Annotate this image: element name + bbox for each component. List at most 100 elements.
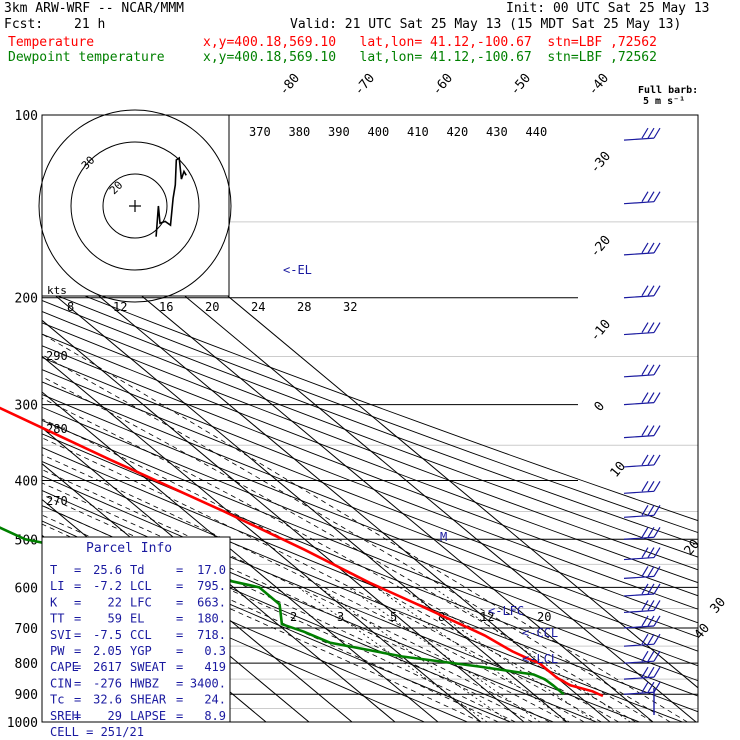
- wind-barb-flag: [641, 547, 649, 558]
- parcel-eq: =: [74, 563, 81, 577]
- parcel-eq: =: [176, 595, 183, 609]
- dry-adiabat-310: [42, 461, 683, 722]
- pressure-label: 100: [15, 109, 38, 124]
- isotherm-label: -10: [588, 317, 615, 345]
- init-time: Init: 00 UTC Sat 25 May 13: [506, 1, 710, 16]
- wind-barb-flag: [641, 633, 649, 645]
- isotherm-label: -50: [508, 71, 535, 99]
- isotherm--20: [42, 391, 439, 722]
- dry-adiabat-410: [42, 333, 698, 584]
- wind-barb-flag: [653, 650, 661, 662]
- isotherm--30: [42, 427, 396, 722]
- hodograph-ring-20: [70, 141, 200, 271]
- dewpoint-legend-info: x,y=400.18,569.10 lat,lon= 41.12,-100.67…: [203, 50, 657, 65]
- parcel-value: 419: [204, 660, 226, 674]
- parcel-value: 2617: [93, 660, 122, 674]
- wind-barb-staff: [623, 536, 655, 540]
- theta-label-lower: 270: [46, 494, 68, 508]
- parcel-value: 25.6: [93, 563, 122, 577]
- parcel-value: 180.: [197, 612, 226, 626]
- mixing-ratio-label: 20: [205, 300, 219, 314]
- wind-barb-staff: [623, 137, 655, 141]
- m-marker: M: [440, 530, 447, 544]
- parcel-key: EL: [130, 612, 144, 626]
- mixing-ratio-label: 16: [159, 300, 173, 314]
- moist-adiabat-34: [42, 354, 671, 722]
- moist-adiabat-10: [42, 469, 568, 722]
- fcst-label: Fcst:: [4, 17, 44, 32]
- dry-adiabat-350: [42, 406, 698, 667]
- dewpoint-line: [0, 526, 565, 696]
- wind-barb-flag: [641, 425, 649, 436]
- wind-barb-staff: [623, 435, 655, 439]
- wind-barb-staff: [623, 625, 655, 629]
- pressure-label: 1000: [7, 716, 38, 731]
- wind-barb-staff: [623, 609, 655, 614]
- wind-barb-flag: [641, 681, 649, 693]
- parcel-value: 795.: [197, 579, 226, 593]
- isotherm-10: [42, 283, 568, 722]
- parcel-eq: =: [176, 660, 183, 674]
- parcel-eq: =: [74, 595, 81, 609]
- wind-barb-staff: [623, 201, 655, 205]
- parcel-value: 24.: [204, 693, 226, 707]
- isotherm--120: [0, 115, 8, 722]
- mixing-ratio-label-lower: 12: [480, 610, 494, 624]
- parcel-eq: =: [176, 693, 183, 707]
- wind-barb-flag: [647, 633, 655, 645]
- wind-barb-flag: [653, 392, 661, 403]
- parcel-value: 2.05: [93, 644, 122, 658]
- wind-barb-flag: [653, 127, 661, 139]
- valid-time: Valid: 21 UTC Sat 25 May 13 (15 MDT Sat …: [290, 17, 682, 32]
- isotherm-label: -40: [586, 71, 613, 99]
- wind-barb-staff: [623, 514, 655, 518]
- isotherm-20: [42, 248, 611, 722]
- parcel-info-title: Parcel Info: [86, 541, 172, 556]
- wind-barb-flag: [647, 504, 655, 516]
- dry-adiabat-300: [42, 475, 640, 722]
- mixing-ratio-3: [319, 586, 511, 722]
- wind-barb-flag: [647, 322, 655, 333]
- isotherm-0: [42, 319, 525, 722]
- wind-barb-staff: [623, 490, 655, 494]
- isotherm-label: 10: [608, 459, 630, 481]
- parcel-value: 59: [108, 612, 122, 626]
- wind-barb-staff: [623, 374, 655, 378]
- wind-barb-flag: [647, 583, 655, 595]
- wind-barb-flag: [641, 364, 649, 376]
- parcel-eq: =: [74, 709, 81, 723]
- parcel-value: 0.3: [204, 644, 226, 658]
- wind-barbs: [623, 127, 661, 715]
- wind-barb-flag: [647, 666, 655, 678]
- wind-barb-flag: [641, 127, 649, 139]
- wind-barb-flag: [641, 615, 649, 627]
- dry-adiabat-370: [42, 381, 698, 638]
- wind-barb-staff: [623, 556, 655, 561]
- wind-barb-staff: [623, 575, 655, 579]
- moist-adiabat--2: [42, 504, 516, 722]
- wind-barb-staff: [623, 331, 655, 336]
- plot-frame: [41, 114, 699, 723]
- wind-barb-staff: [623, 252, 655, 256]
- wind-barb-flag: [653, 615, 661, 627]
- hodograph-ring-10: [102, 173, 168, 239]
- parcel-value: 3400.: [190, 676, 226, 690]
- wind-barb-flag: [653, 504, 661, 516]
- wind-barb-flag: [641, 454, 649, 466]
- model-title: 3km ARW-WRF -- NCAR/MMM: [4, 1, 185, 16]
- mixing-ratio-label-lower: 8: [438, 610, 445, 624]
- mixing-ratio-label: 12: [113, 300, 127, 314]
- parcel-key: CAPE: [50, 660, 79, 674]
- isotherm-label: 40: [692, 621, 714, 643]
- parcel-value: 663.: [197, 595, 226, 609]
- temperature-legend-label: Temperature: [8, 35, 95, 50]
- wind-barb-flag: [653, 322, 661, 333]
- parcel-value: -7.2: [93, 579, 122, 593]
- wind-barb-flag: [641, 481, 649, 492]
- temperature-legend-info: x,y=400.18,569.10 lat,lon= 41.12,-100.67…: [203, 35, 657, 50]
- wind-barb-flag: [641, 526, 649, 538]
- wind-barb-staff: [623, 660, 655, 664]
- theta-label: 380: [289, 125, 311, 139]
- parcel-key: Td: [130, 563, 144, 577]
